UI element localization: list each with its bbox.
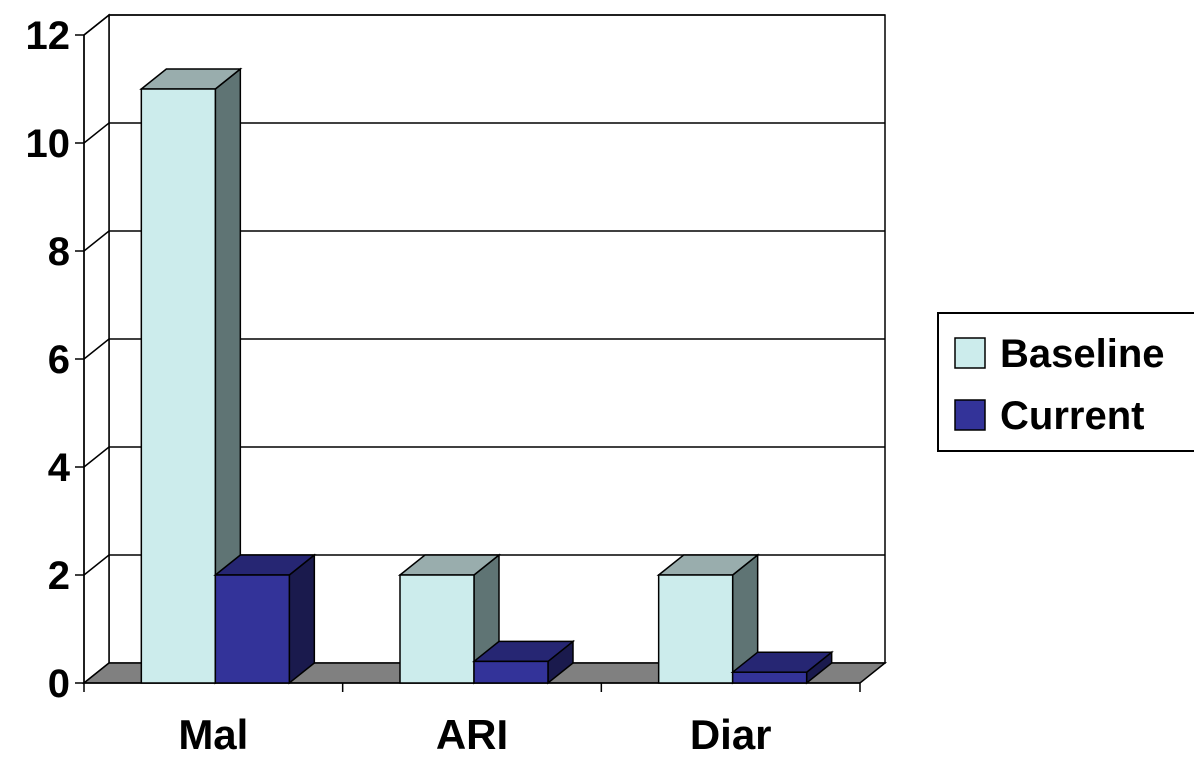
bar-front: [140, 88, 217, 684]
bar-front: [731, 671, 808, 684]
bar-current-ari: [471, 639, 576, 685]
y-tick-label: 8: [48, 230, 70, 274]
x-category-label: Mal: [178, 711, 248, 757]
bar-front: [473, 660, 549, 684]
legend: Baseline Current: [937, 312, 1194, 452]
gridline: [83, 122, 885, 144]
y-tick-label: 12: [26, 14, 71, 58]
legend-swatch: [954, 337, 986, 369]
bar-baseline-ari: [397, 553, 502, 685]
gridline: [83, 554, 885, 576]
bar-baseline-diar: [656, 553, 760, 685]
bar-current-mal: [213, 553, 317, 685]
bar-front: [399, 574, 475, 684]
bar-front: [214, 574, 291, 684]
gridline: [83, 230, 885, 252]
gridline: [83, 446, 885, 468]
legend-label: Baseline: [1000, 332, 1165, 376]
legend-swatch: [954, 399, 986, 431]
y-tick-label: 10: [26, 122, 71, 166]
y-tick-label: 6: [48, 338, 70, 382]
y-tick-label: 2: [48, 554, 70, 598]
bar-side: [288, 553, 316, 685]
gridline: [83, 14, 885, 36]
x-category-label: Diar: [690, 711, 772, 757]
legend-label: Current: [1000, 394, 1144, 438]
bar-baseline-mal: [139, 67, 243, 685]
y-tick-label: 4: [48, 446, 71, 490]
gridline: [83, 338, 885, 360]
y-tick-label: 0: [48, 662, 70, 706]
bar-current-diar: [730, 650, 834, 685]
x-category-label: ARI: [436, 711, 508, 757]
bar-front: [657, 574, 734, 684]
